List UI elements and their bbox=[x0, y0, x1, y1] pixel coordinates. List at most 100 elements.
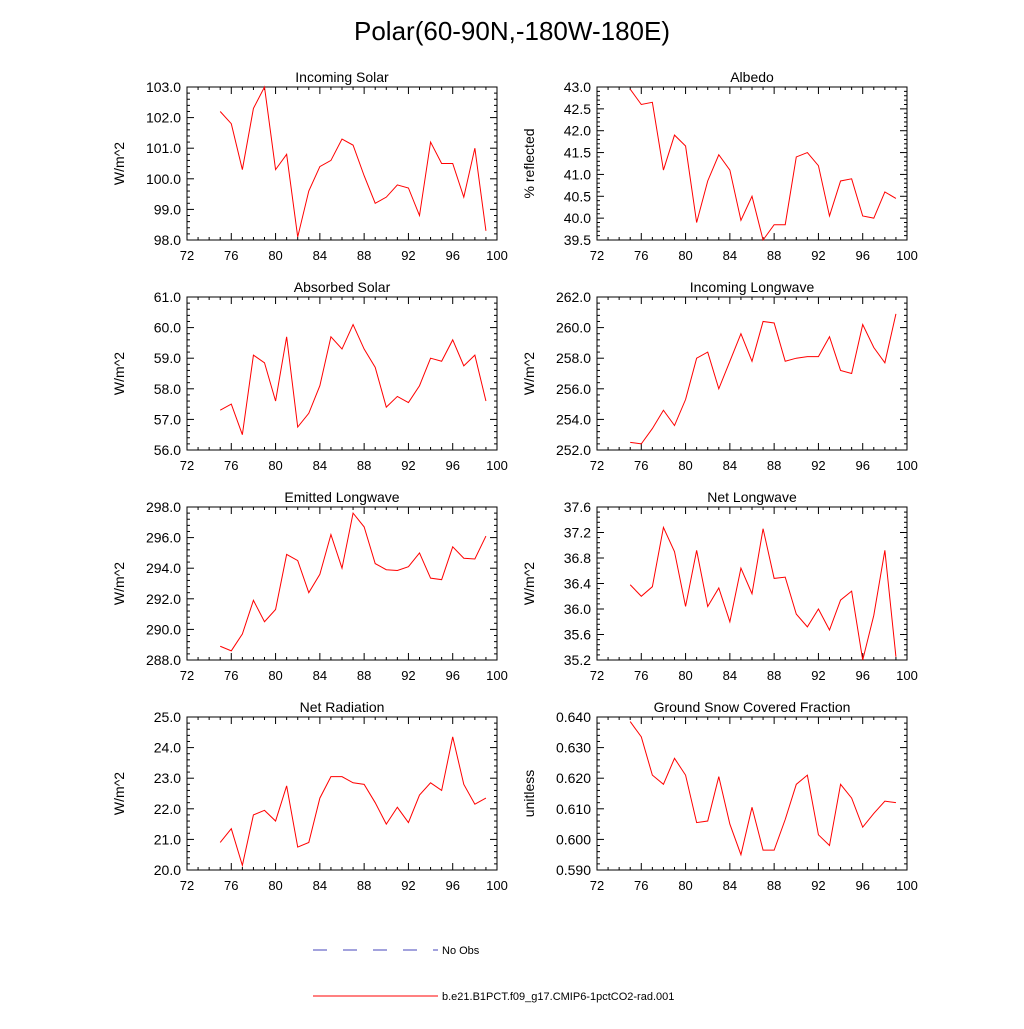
panel-albedo-ytick-label: 42.5 bbox=[564, 101, 591, 117]
panel-incoming-longwave-ytick-label: 262.0 bbox=[556, 289, 591, 305]
panel-net-radiation-xtick-label: 76 bbox=[224, 878, 238, 893]
panel-ground-snow-covered-fraction-ytick-label: 0.620 bbox=[556, 770, 591, 786]
panel-net-radiation-ytick-label: 22.0 bbox=[154, 801, 181, 817]
panel-net-radiation: Net Radiation W/m^2 72 76 80 84 88 92 96 100 20.0 2… bbox=[111, 699, 508, 893]
panel-emitted-longwave-xtick-label: 72 bbox=[180, 668, 194, 683]
panel-ground-snow-covered-fraction: Ground Snow Covered Fraction unitless 72 76… bbox=[521, 699, 918, 893]
panel-albedo-xtick-label: 100 bbox=[896, 248, 918, 263]
panel-emitted-longwave-title: Emitted Longwave bbox=[284, 489, 399, 505]
panel-net-longwave: Net Longwave W/m^2 72 76 80 84 88 92 96 100 35.2 35… bbox=[521, 489, 918, 683]
panel-absorbed-solar-xtick-label: 80 bbox=[268, 458, 282, 473]
panel-absorbed-solar-ytick-label: 59.0 bbox=[154, 350, 181, 366]
panel-net-longwave-ytick-label: 35.6 bbox=[564, 627, 591, 643]
panel-emitted-longwave: Emitted Longwave W/m^2 72 76 80 84 88 92 96 100 28… bbox=[111, 489, 508, 683]
panel-emitted-longwave-xtick-label: 96 bbox=[445, 668, 459, 683]
panel-incoming-longwave-xtick-label: 100 bbox=[896, 458, 918, 473]
panel-ground-snow-covered-fraction-xtick-label: 84 bbox=[723, 878, 737, 893]
panel-incoming-solar-xtick-label: 88 bbox=[357, 248, 371, 263]
panel-absorbed-solar-frame bbox=[186, 296, 498, 451]
panel-albedo-ylabel: % reflected bbox=[521, 128, 537, 198]
panel-net-longwave-xtick-label: 96 bbox=[855, 668, 869, 683]
panel-ground-snow-covered-fraction-ytick-label: 0.600 bbox=[556, 831, 591, 847]
panel-net-radiation-xtick-label: 100 bbox=[486, 878, 508, 893]
panel-albedo-xtick-label: 76 bbox=[634, 248, 648, 263]
panel-absorbed-solar: Absorbed Solar W/m^2 72 76 80 84 88 92 96 100 56.0… bbox=[111, 279, 508, 473]
panel-albedo-ytick-label: 40.0 bbox=[564, 210, 591, 226]
panel-net-radiation-ytick-label: 23.0 bbox=[154, 770, 181, 786]
panel-absorbed-solar-ytick-label: 60.0 bbox=[154, 320, 181, 336]
panel-net-radiation-xtick-label: 80 bbox=[268, 878, 282, 893]
panel-incoming-longwave-xtick-label: 80 bbox=[678, 458, 692, 473]
chart-panels: Incoming Solar W/m^2 72 76 80 84 88 92 96 100 98.0… bbox=[111, 69, 918, 893]
panel-absorbed-solar-series-line bbox=[219, 323, 487, 435]
panel-albedo-xtick-label: 88 bbox=[767, 248, 781, 263]
panel-net-radiation-ytick-label: 24.0 bbox=[154, 740, 181, 756]
panel-incoming-longwave-xtick-label: 84 bbox=[723, 458, 737, 473]
panel-albedo-xtick-label: 96 bbox=[855, 248, 869, 263]
panel-net-longwave-xtick-label: 84 bbox=[723, 668, 737, 683]
panel-ground-snow-covered-fraction-xtick-label: 100 bbox=[896, 878, 918, 893]
panel-albedo: Albedo % reflected 72 76 80 84 88 92 96 100 39.5 40… bbox=[521, 69, 918, 263]
panel-incoming-solar-xtick-label: 76 bbox=[224, 248, 238, 263]
panel-incoming-solar-ylabel: W/m^2 bbox=[111, 142, 127, 185]
panel-incoming-longwave-title: Incoming Longwave bbox=[690, 279, 815, 295]
panel-albedo-xtick-label: 72 bbox=[590, 248, 604, 263]
panel-net-longwave-ytick-label: 36.4 bbox=[564, 576, 591, 592]
panel-net-longwave-ytick-label: 35.2 bbox=[564, 652, 591, 668]
panel-emitted-longwave-ylabel: W/m^2 bbox=[111, 562, 127, 605]
panel-ground-snow-covered-fraction-ytick-label: 0.630 bbox=[556, 740, 591, 756]
panel-incoming-solar-xtick-label: 96 bbox=[445, 248, 459, 263]
panel-incoming-longwave-xtick-label: 96 bbox=[855, 458, 869, 473]
panel-ground-snow-covered-fraction-xtick-label: 72 bbox=[590, 878, 604, 893]
panel-incoming-longwave-frame bbox=[596, 296, 908, 451]
panel-emitted-longwave-ytick-label: 296.0 bbox=[146, 530, 181, 546]
panel-albedo-ytick-label: 39.5 bbox=[564, 232, 591, 248]
panel-ground-snow-covered-fraction-ylabel: unitless bbox=[521, 770, 537, 817]
panel-incoming-solar-ytick-label: 103.0 bbox=[146, 79, 181, 95]
panel-incoming-solar-series-line bbox=[219, 85, 487, 238]
panel-albedo-title: Albedo bbox=[730, 69, 774, 85]
panel-incoming-longwave-ylabel: W/m^2 bbox=[521, 352, 537, 395]
panel-ground-snow-covered-fraction-title: Ground Snow Covered Fraction bbox=[654, 699, 851, 715]
panel-incoming-solar-ytick-label: 101.0 bbox=[146, 140, 181, 156]
panel-net-longwave-ylabel: W/m^2 bbox=[521, 562, 537, 605]
panel-emitted-longwave-frame bbox=[186, 506, 498, 661]
panel-ground-snow-covered-fraction-xtick-label: 80 bbox=[678, 878, 692, 893]
panel-incoming-longwave-xtick-label: 92 bbox=[811, 458, 825, 473]
panel-net-longwave-xtick-label: 76 bbox=[634, 668, 648, 683]
panel-ground-snow-covered-fraction-frame bbox=[596, 716, 908, 871]
panel-incoming-solar-ytick-label: 100.0 bbox=[146, 171, 181, 187]
panel-net-radiation-ytick-label: 21.0 bbox=[154, 831, 181, 847]
panel-net-radiation-xtick-label: 88 bbox=[357, 878, 371, 893]
panel-emitted-longwave-ytick-label: 298.0 bbox=[146, 499, 181, 515]
panel-net-longwave-ytick-label: 37.2 bbox=[564, 525, 591, 541]
panel-absorbed-solar-ytick-label: 57.0 bbox=[154, 411, 181, 427]
panel-absorbed-solar-xtick-label: 92 bbox=[401, 458, 415, 473]
panel-incoming-solar-xtick-label: 84 bbox=[313, 248, 327, 263]
panel-absorbed-solar-ytick-label: 61.0 bbox=[154, 289, 181, 305]
panel-albedo-ytick-label: 41.5 bbox=[564, 145, 591, 161]
panel-net-radiation-xtick-label: 96 bbox=[445, 878, 459, 893]
panel-albedo-ytick-label: 42.0 bbox=[564, 123, 591, 139]
panel-ground-snow-covered-fraction-ytick-label: 0.640 bbox=[556, 709, 591, 725]
panel-incoming-longwave-ytick-label: 258.0 bbox=[556, 350, 591, 366]
panel-net-longwave-ytick-label: 36.0 bbox=[564, 601, 591, 617]
panel-emitted-longwave-ytick-label: 292.0 bbox=[146, 591, 181, 607]
panel-net-radiation-frame bbox=[186, 716, 498, 871]
panel-ground-snow-covered-fraction-xtick-label: 92 bbox=[811, 878, 825, 893]
panel-absorbed-solar-xtick-label: 96 bbox=[445, 458, 459, 473]
panel-emitted-longwave-ytick-label: 290.0 bbox=[146, 621, 181, 637]
panel-ground-snow-covered-fraction-xtick-label: 76 bbox=[634, 878, 648, 893]
panel-incoming-solar-xtick-label: 92 bbox=[401, 248, 415, 263]
panel-incoming-longwave: Incoming Longwave W/m^2 72 76 80 84 88 92 96 100 2… bbox=[521, 279, 918, 473]
panel-incoming-longwave-series-line bbox=[630, 313, 897, 445]
panel-incoming-solar-ytick-label: 99.0 bbox=[154, 201, 181, 217]
panel-net-longwave-series-line bbox=[629, 525, 897, 661]
panel-net-longwave-ytick-label: 36.8 bbox=[564, 550, 591, 566]
panel-incoming-longwave-xtick-label: 88 bbox=[767, 458, 781, 473]
panel-net-longwave-xtick-label: 92 bbox=[811, 668, 825, 683]
panel-net-radiation-ytick-label: 20.0 bbox=[154, 862, 181, 878]
panel-albedo-xtick-label: 92 bbox=[811, 248, 825, 263]
panel-incoming-solar-xtick-label: 80 bbox=[268, 248, 282, 263]
